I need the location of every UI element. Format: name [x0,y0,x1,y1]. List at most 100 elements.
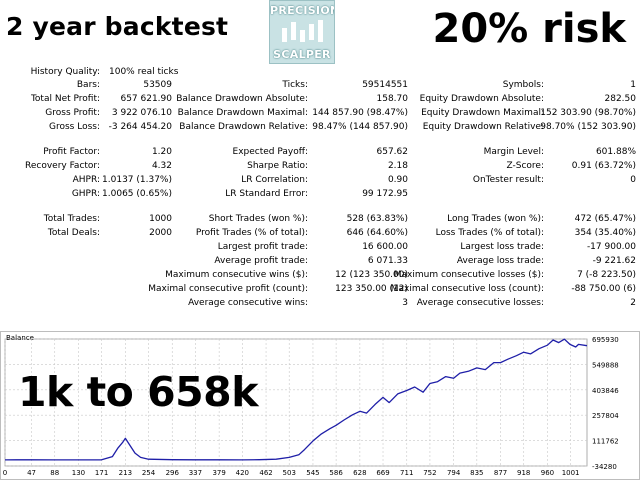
banner-title-right: 20% risk [432,6,626,52]
report-row: Gross Profit: 3 922 076.10 Balance Drawdow… [0,107,640,120]
metric-label: Ticks: [282,80,308,90]
y-tick-label: 549888 [592,361,619,369]
metric-value: 657.62 [376,147,409,157]
logo-text-bottom: SCALPER [273,48,331,61]
report-row: Maximum consecutive wins ($): 12 (123 350… [0,269,640,282]
metric-label: Z-Score: [506,161,545,171]
x-tick-label: 213 [119,469,132,477]
metric-label: Average profit trade: [214,256,308,266]
metric-value: 59514551 [362,80,408,90]
x-tick-label: 1001 [562,469,580,477]
metric-label: Loss Trades (% of total): [435,228,544,238]
x-tick-label: 586 [329,469,343,477]
metric-label: Recovery Factor: [24,161,100,171]
metric-label: Gross Loss: [49,122,100,132]
metric-label: GHPR: [71,189,100,199]
metric-value: 1.0137 (1.37%) [102,175,172,185]
metric-value: -88 750.00 (6) [571,284,636,294]
metric-label: Largest loss trade: [460,242,544,252]
metric-value: 0.90 [387,175,408,185]
metric-label: Symbols: [502,80,544,90]
metric-label: Short Trades (won %): [208,214,308,224]
report-row: Maximal consecutive profit (count): 123 3… [0,283,640,296]
metric-label: Sharpe Ratio: [247,161,308,171]
metric-value: 16 600.00 [362,242,408,252]
metric-value: 657 621.90 [120,94,172,104]
metric-value: -17 900.00 [586,242,636,252]
report-row: Largest profit trade: 16 600.00 Largest lo… [0,241,640,254]
x-tick-label: 254 [142,469,156,477]
x-tick-label: 420 [236,469,249,477]
logo-candles-icon [282,20,323,42]
balance-series-line [4,338,588,461]
y-tick-label: 111762 [592,438,619,446]
metric-label: Average consecutive losses: [416,298,544,308]
chart-title: Balance [6,334,34,342]
report-row: Total Trades: 1000 Short Trades (won %): 52… [0,213,640,226]
report-row-history-quality: History Quality: 100% real ticks [0,66,640,79]
metric-value: 528 (63.83%) [346,214,408,224]
metric-label: Margin Level: [483,147,544,157]
report-row: Gross Loss: -3 264 454.20 Balance Drawdown… [0,121,640,134]
x-tick-label: 545 [306,469,319,477]
x-tick-label: 0 [3,469,7,477]
x-tick-label: 130 [72,469,85,477]
metric-label: Equity Drawdown Relative: [422,122,544,132]
metric-value: 12 (123 350.00) [335,270,408,280]
metric-value: 123 350.00 (12) [335,284,408,294]
metric-label: Total Trades: [43,214,100,224]
metric-value: 152 303.90 (98.70%) [540,108,636,118]
x-tick-label: 794 [447,469,461,477]
metric-label: Equity Drawdown Maximal: [421,108,544,118]
y-tick-label: 403846 [592,387,619,395]
backtest-report: History Quality: 100% real ticks Bars: 53… [0,66,640,346]
metric-label: OnTester result: [472,175,544,185]
metric-value: 1.20 [151,147,172,157]
metric-label: Profit Trades (% of total): [195,228,308,238]
x-tick-label: 379 [212,469,225,477]
metric-label: LR Correlation: [241,175,308,185]
history-quality-label: History Quality: [30,67,100,77]
metric-label: Balance Drawdown Relative: [179,122,308,132]
metric-value: 0.91 (63.72%) [571,161,636,171]
metric-label: Maximal consecutive loss (count): [390,284,544,294]
report-row: AHPR: 1.0137 (1.37%) LR Correlation: 0.90 On… [0,174,640,187]
metric-label: Balance Drawdown Maximal: [177,108,308,118]
metric-value: 53509 [143,80,172,90]
metric-label: Maximum consecutive wins ($): [165,270,308,280]
x-tick-label: 835 [470,469,483,477]
report-row: GHPR: 1.0065 (0.65%) LR Standard Error: 99 … [0,188,640,201]
metric-value: 144 857.90 (98.47%) [312,108,408,118]
x-tick-label: 462 [259,469,272,477]
metric-label: Gross Profit: [45,108,100,118]
metric-label: Maximum consecutive losses ($): [393,270,544,280]
metric-value: 601.88% [595,147,636,157]
balance-chart: Balance 695930 549888 403846 257804 111762 -34… [0,331,640,480]
metric-label: Equity Drawdown Absolute: [419,94,544,104]
headline-result: 1k to 658k [18,368,258,416]
metric-value: 472 (65.47%) [574,214,636,224]
metric-value: 4.32 [151,161,172,171]
metric-value: 1.0065 (0.65%) [102,189,172,199]
metric-value: 98.47% (144 857.90) [312,122,408,132]
metric-value: 646 (64.60%) [346,228,408,238]
y-tick-label: 257804 [592,412,619,420]
metric-label: LR Standard Error: [225,189,308,199]
metric-label: Maximal consecutive profit (count): [148,284,308,294]
metric-label: Long Trades (won %): [447,214,544,224]
y-tick-label: -34280 [592,463,617,471]
metric-value: 354 (35.40%) [574,228,636,238]
precision-scalper-logo: PRECISION SCALPER [269,0,335,64]
metric-label: Balance Drawdown Absolute: [176,94,308,104]
metric-value: 98.70% (152 303.90) [540,122,636,132]
metric-label: Average consecutive wins: [188,298,308,308]
x-tick-label: 171 [95,469,108,477]
x-tick-label: 628 [353,469,366,477]
report-row: Total Deals: 2000 Profit Trades (% of tota… [0,227,640,240]
balance-chart-svg: Balance 695930 549888 403846 257804 111762 -34… [0,331,640,480]
metric-label: Largest profit trade: [217,242,308,252]
x-tick-label: 503 [283,469,296,477]
metric-label: Total Deals: [47,228,100,238]
history-quality-value: 100% real ticks [109,67,179,77]
metric-value: 7 (-8 223.50) [577,270,636,280]
